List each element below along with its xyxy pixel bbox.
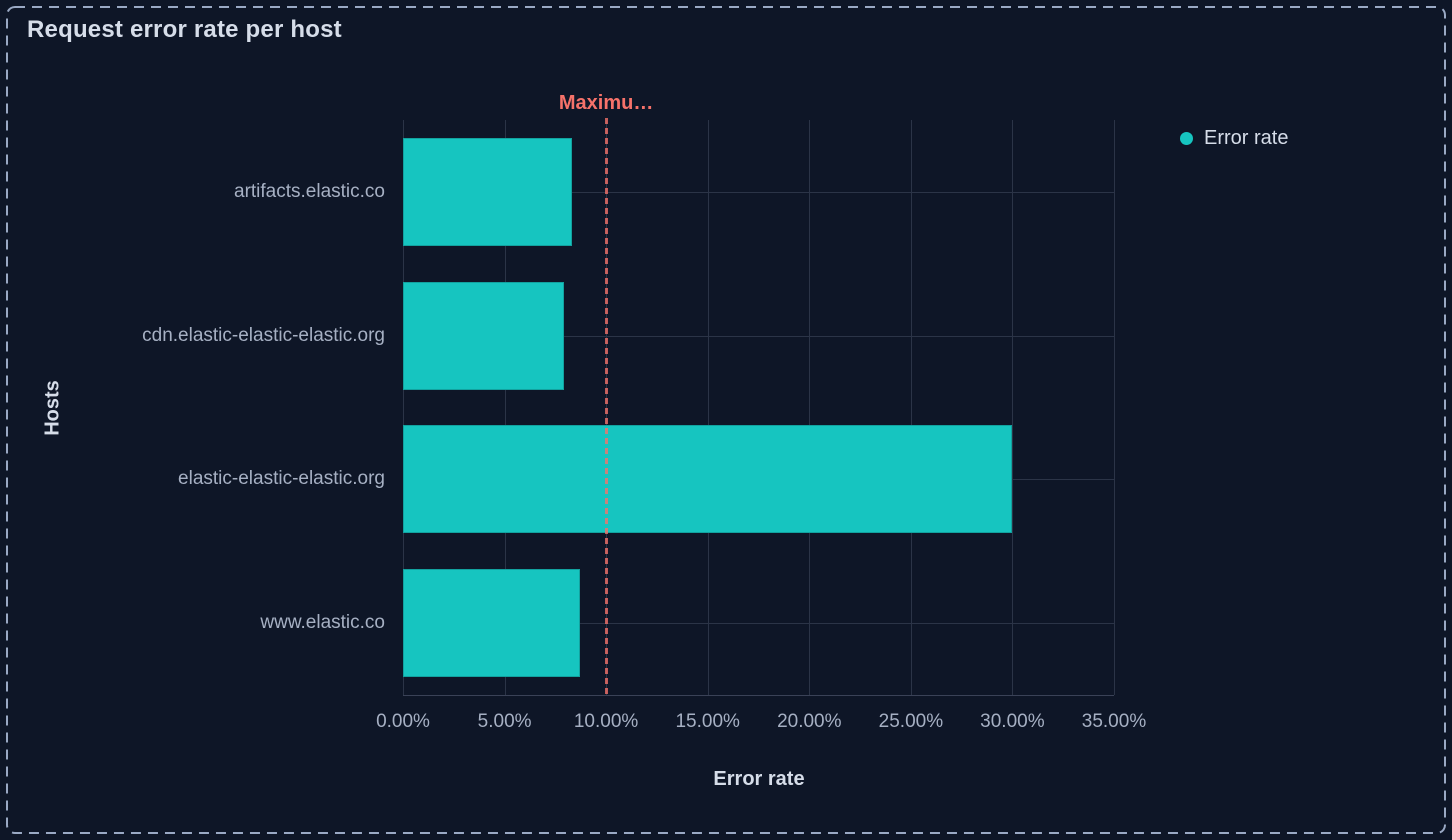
y-axis-title: Hosts xyxy=(41,380,64,436)
x-axis-tick-label: 25.00% xyxy=(878,711,944,732)
gridline xyxy=(403,623,1114,625)
bar[interactable] xyxy=(403,281,564,390)
gridline xyxy=(1012,120,1014,695)
annotation-label: Maximu… xyxy=(558,92,654,114)
gridline xyxy=(403,191,1114,193)
x-axis-tick-label: 15.00% xyxy=(675,711,740,732)
gridline xyxy=(1114,120,1115,695)
x-axis-tick-label: 10.00% xyxy=(573,711,639,732)
x-axis-tick-label: 35.00% xyxy=(1081,711,1147,732)
legend-item-label: Error rate xyxy=(1204,126,1289,149)
y-axis-category-label: artifacts.elastic.co xyxy=(234,180,385,202)
gridline xyxy=(403,335,1114,337)
bar[interactable] xyxy=(403,137,572,246)
x-axis-title: Error rate xyxy=(713,768,805,790)
x-axis-tick-label: 20.00% xyxy=(777,711,842,732)
x-axis-line xyxy=(403,695,1114,696)
y-axis-category-label: cdn.elastic-elastic-elastic.org xyxy=(142,324,385,346)
x-axis-tick-label: 0.00% xyxy=(376,711,430,732)
gridline xyxy=(403,120,404,695)
legend-dot-icon xyxy=(1180,131,1193,145)
panel-title[interactable]: Request error rate per host xyxy=(27,16,342,43)
x-axis-tick-label: 30.00% xyxy=(980,711,1045,732)
legend-item-error-rate[interactable]: Error rate xyxy=(1180,124,1288,152)
y-axis-category-label: www.elastic.co xyxy=(260,612,385,634)
bar[interactable] xyxy=(403,425,1013,534)
gridline xyxy=(809,120,811,695)
x-axis-tick-label: 5.00% xyxy=(477,711,532,732)
gridline xyxy=(910,120,912,695)
gridline xyxy=(504,120,506,695)
annotation-threshold-line xyxy=(604,118,608,695)
bar[interactable] xyxy=(403,569,580,678)
gridline xyxy=(707,120,709,695)
y-axis-category-label: elastic-elastic-elastic.org xyxy=(178,468,385,490)
